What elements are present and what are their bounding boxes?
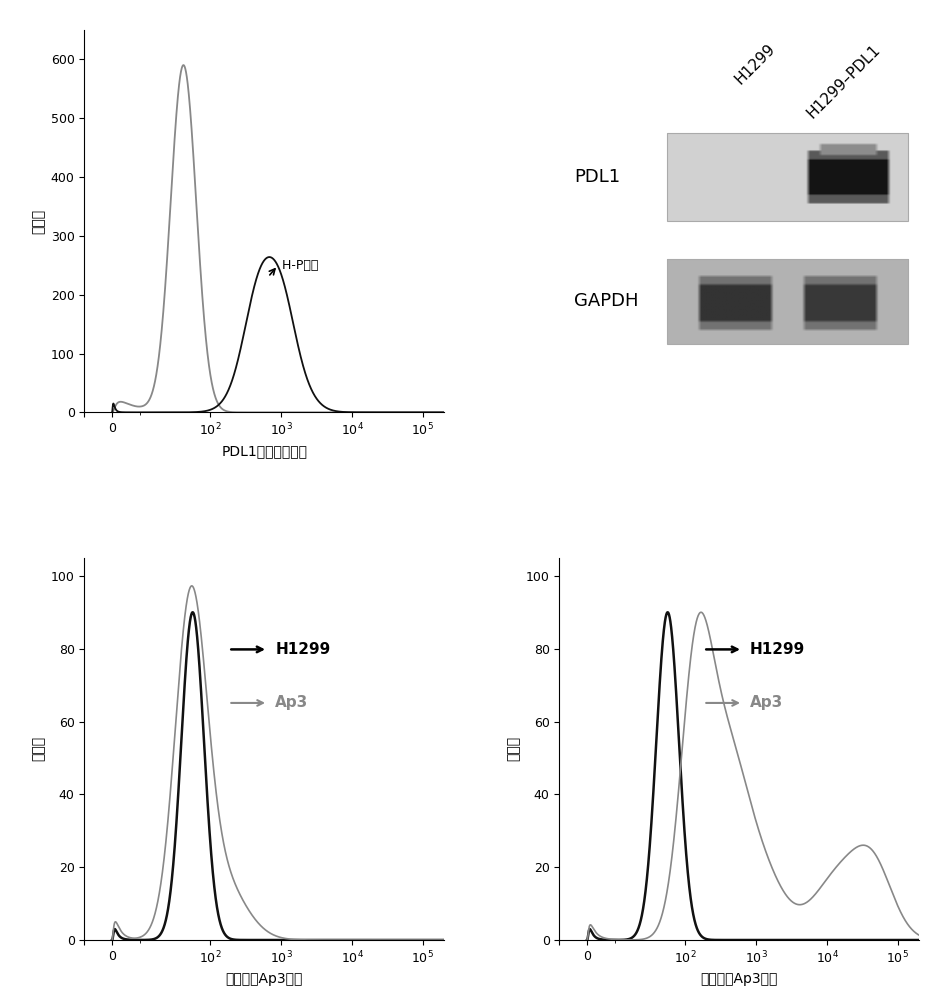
- X-axis label: 核酸适体Ap3荧光: 核酸适体Ap3荧光: [226, 972, 303, 986]
- Text: H1299: H1299: [733, 41, 779, 88]
- Text: Ap3: Ap3: [750, 695, 783, 710]
- Text: H1299–PDL1: H1299–PDL1: [804, 41, 884, 121]
- Bar: [667, 133, 908, 221]
- Text: GAPDH: GAPDH: [574, 292, 638, 310]
- Y-axis label: 细胞数: 细胞数: [31, 736, 45, 761]
- Text: H-P细胞: H-P细胞: [278, 259, 318, 272]
- X-axis label: 核酸适体Ap3荧光: 核酸适体Ap3荧光: [701, 972, 778, 986]
- X-axis label: PDL1抗体荧光强度: PDL1抗体荧光强度: [221, 444, 308, 458]
- Y-axis label: 细胞数: 细胞数: [31, 209, 45, 234]
- Y-axis label: 细胞数: 细胞数: [507, 736, 521, 761]
- Text: PDL1: PDL1: [574, 168, 620, 186]
- Text: Ap3: Ap3: [275, 695, 309, 710]
- Bar: [667, 259, 908, 344]
- Text: H1299: H1299: [275, 642, 330, 657]
- Text: H1299: H1299: [750, 642, 806, 657]
